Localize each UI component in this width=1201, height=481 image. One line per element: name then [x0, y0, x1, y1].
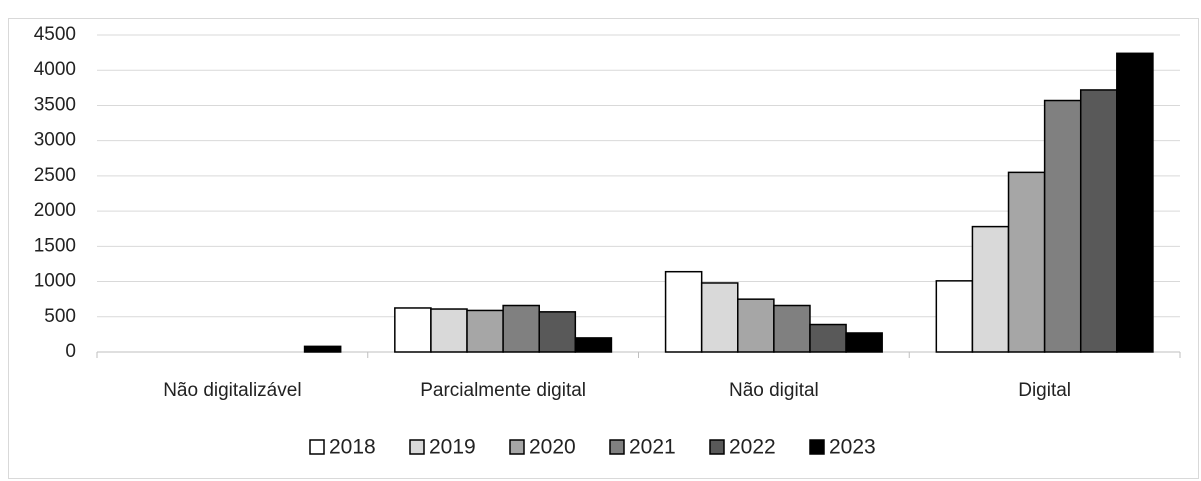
y-tick-label: 1000	[34, 271, 76, 292]
bar	[1043, 99, 1082, 353]
bar	[1007, 171, 1046, 353]
bar	[394, 307, 432, 353]
bar	[466, 309, 504, 353]
legend-label: 2018	[329, 436, 376, 459]
y-tick-label: 500	[44, 306, 76, 327]
legend-swatch	[509, 439, 525, 455]
bar	[971, 225, 1010, 353]
y-tick-label: 4000	[34, 59, 76, 80]
bar	[809, 323, 847, 353]
bar	[502, 304, 540, 353]
x-tick-label: Digital	[1018, 380, 1071, 401]
bar	[1116, 52, 1154, 353]
bar	[773, 304, 811, 353]
legend-label: 2019	[429, 436, 476, 459]
legend-swatch	[309, 439, 325, 455]
y-tick-label: 2500	[34, 165, 76, 186]
x-tick-label: Parcialmente digital	[420, 380, 586, 401]
y-tick-label: 3500	[34, 94, 76, 115]
bar	[737, 298, 775, 353]
bar	[1079, 89, 1118, 353]
legend-swatch	[609, 439, 625, 455]
y-tick-label: 1500	[34, 235, 76, 256]
legend-swatch	[709, 439, 725, 455]
bar	[538, 311, 577, 353]
x-tick-label: Não digital	[729, 380, 819, 401]
legend-label: 2021	[629, 436, 676, 459]
bar	[845, 332, 883, 353]
legend-label: 2023	[829, 436, 876, 459]
x-tick-label: Não digitalizável	[163, 380, 301, 401]
bar	[430, 308, 468, 353]
legend-label: 2020	[529, 436, 576, 459]
bar	[935, 280, 974, 353]
legend-label: 2022	[729, 436, 776, 459]
y-tick-label: 0	[65, 341, 76, 362]
y-tick-label: 2000	[34, 200, 76, 221]
bar	[303, 345, 342, 353]
bar	[664, 270, 703, 353]
bar	[574, 337, 613, 353]
legend-swatch	[809, 439, 825, 455]
bar	[700, 282, 739, 353]
y-tick-label: 4500	[34, 24, 76, 45]
legend-swatch	[409, 439, 425, 455]
y-tick-label: 3000	[34, 130, 76, 151]
